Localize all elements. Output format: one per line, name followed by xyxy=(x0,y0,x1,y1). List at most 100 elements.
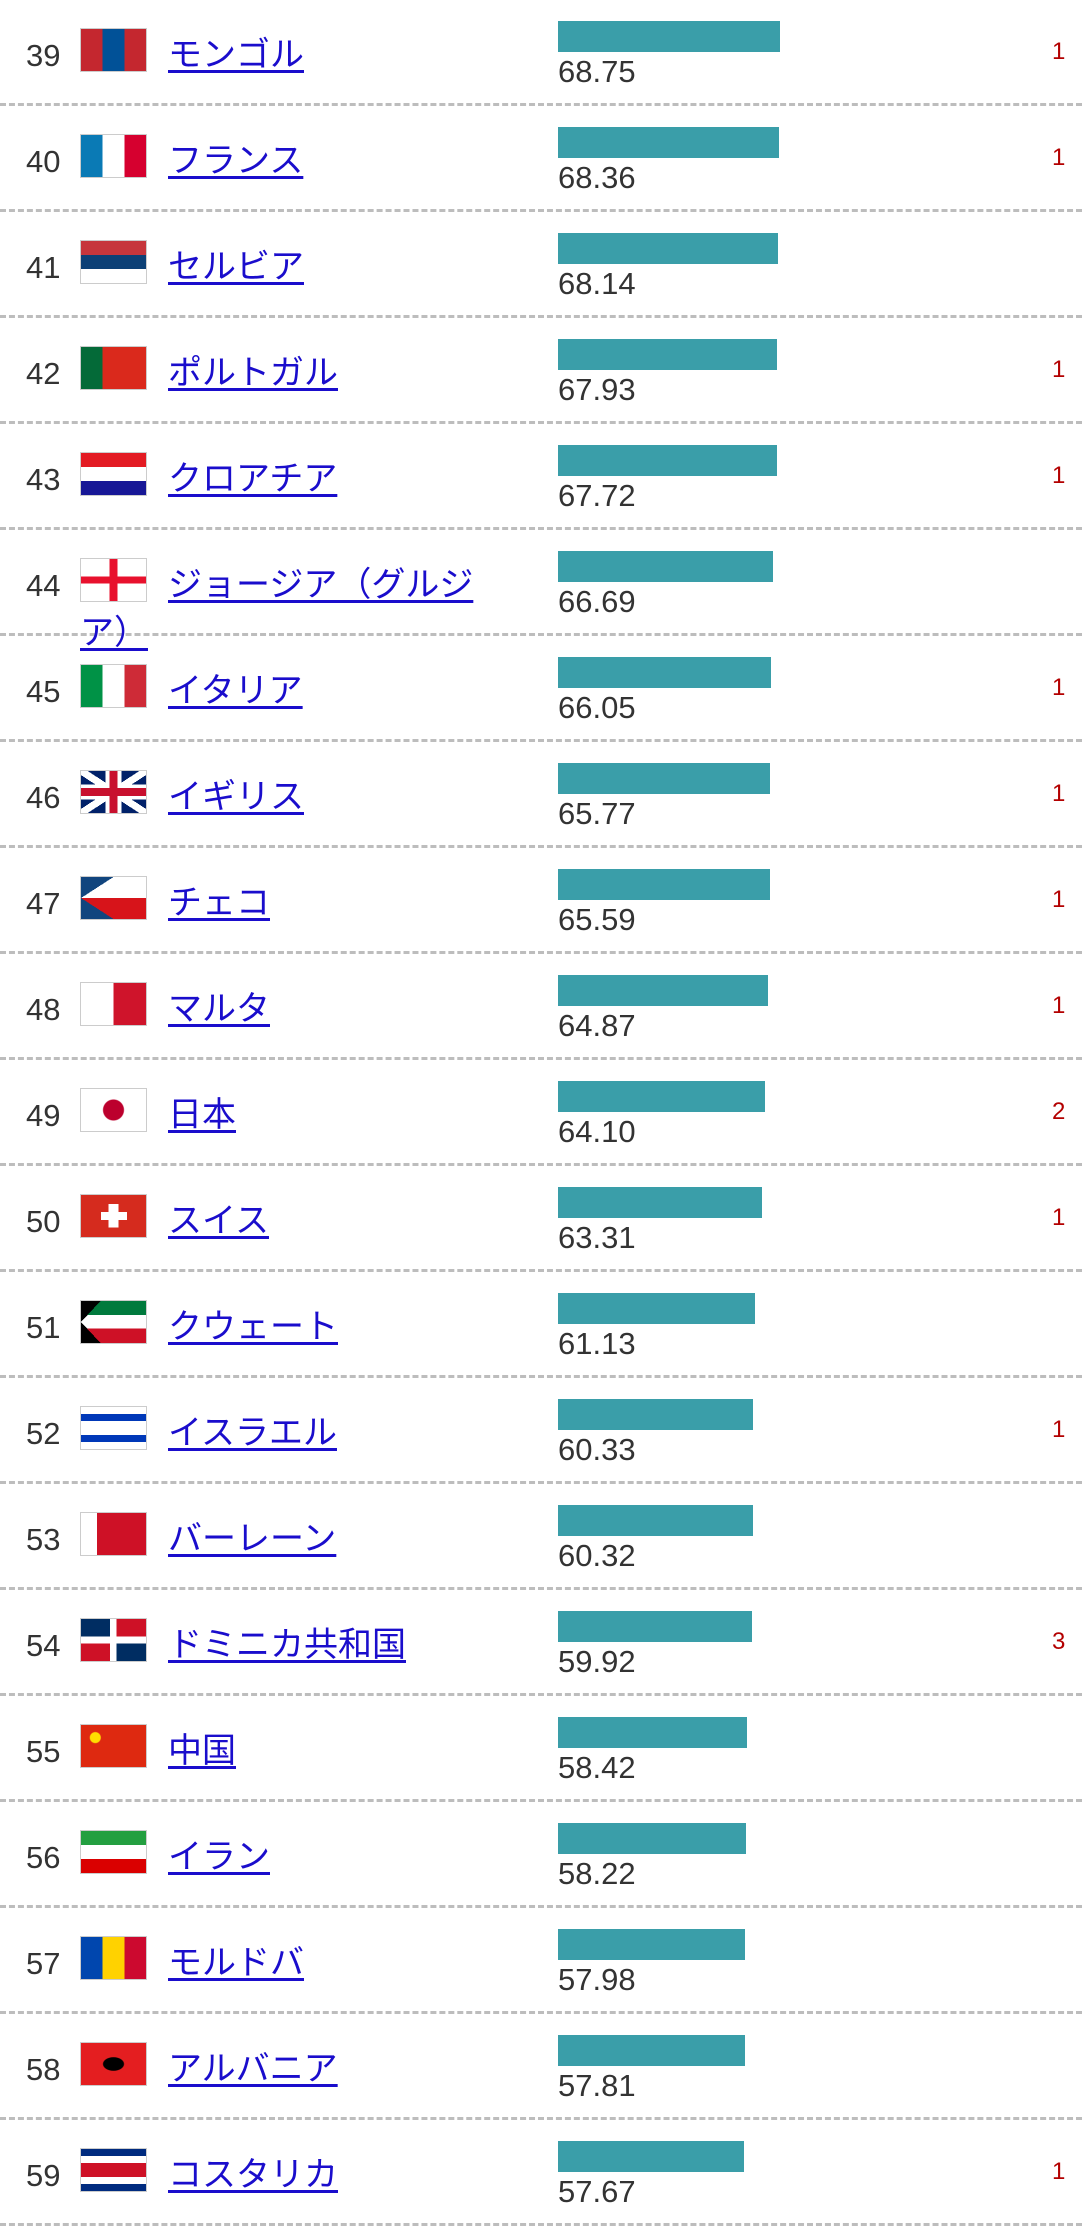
flag-icon xyxy=(80,240,147,284)
score-value: 68.36 xyxy=(558,160,636,195)
score-value: 68.75 xyxy=(558,54,636,89)
country-link[interactable]: イラン xyxy=(168,1838,270,1876)
change-count: 1 xyxy=(1052,1204,1066,1231)
flag-icon xyxy=(80,134,147,178)
country-link[interactable]: アルバニア xyxy=(168,2050,338,2088)
rank: 43 xyxy=(26,462,61,497)
score-bar xyxy=(558,1187,763,1218)
rank: 46 xyxy=(26,780,61,815)
table-row: 47 チェコ 65.59 1 xyxy=(0,848,1082,954)
country-cell: ドミニカ共和国 xyxy=(80,1618,520,1669)
score-value: 65.59 xyxy=(558,902,636,937)
score-bar xyxy=(558,551,774,582)
country-link[interactable]: モルドバ xyxy=(168,1944,304,1982)
country-link[interactable]: コスタリカ xyxy=(168,2156,338,2194)
change-count: 1 xyxy=(1052,356,1066,383)
flag-icon xyxy=(80,28,147,72)
flag-icon xyxy=(80,1618,147,1662)
score-value: 60.33 xyxy=(558,1432,636,1467)
rank: 57 xyxy=(26,1946,61,1981)
score-bar xyxy=(558,445,777,476)
country-cell: フランス xyxy=(80,134,520,185)
flag-icon xyxy=(80,346,147,390)
table-row: 46 イギリス 65.77 1 xyxy=(0,742,1082,848)
change-count: 1 xyxy=(1052,462,1066,489)
score-value: 59.92 xyxy=(558,1644,636,1679)
score-value: 57.67 xyxy=(558,2174,636,2209)
country-cell: コスタリカ xyxy=(80,2148,520,2199)
table-row: 41 セルビア 68.14 xyxy=(0,212,1082,318)
table-row: 40 フランス 68.36 1 xyxy=(0,106,1082,212)
flag-icon xyxy=(80,1194,147,1238)
change-count: 1 xyxy=(1052,144,1066,171)
flag-icon xyxy=(80,2148,147,2192)
table-row: 56 イラン 58.22 xyxy=(0,1802,1082,1908)
rank: 47 xyxy=(26,886,61,921)
country-cell: ポルトガル xyxy=(80,346,520,397)
change-count: 3 xyxy=(1052,1628,1066,1655)
country-cell: ジョージア（グルジア） xyxy=(80,558,520,657)
flag-icon xyxy=(80,1724,147,1768)
score-bar xyxy=(558,127,779,158)
score-value: 63.31 xyxy=(558,1220,636,1255)
flag-icon xyxy=(80,1512,147,1556)
rank: 42 xyxy=(26,356,61,391)
country-link[interactable]: マルタ xyxy=(168,990,270,1028)
score-bar xyxy=(558,1293,756,1324)
flag-icon xyxy=(80,1406,147,1450)
change-count: 1 xyxy=(1052,38,1066,65)
flag-icon xyxy=(80,1300,147,1344)
rank: 52 xyxy=(26,1416,61,1451)
country-link[interactable]: ポルトガル xyxy=(168,354,338,392)
score-bar xyxy=(558,1611,752,1642)
country-link[interactable]: ジョージア（グルジア） xyxy=(80,566,474,652)
change-count: 1 xyxy=(1052,886,1066,913)
table-row: 55 中国 58.42 xyxy=(0,1696,1082,1802)
table-row: 43 クロアチア 67.72 1 xyxy=(0,424,1082,530)
score-bar xyxy=(558,1081,766,1112)
rank: 48 xyxy=(26,992,61,1027)
score-bar xyxy=(558,763,771,794)
flag-icon xyxy=(80,1830,147,1874)
country-cell: 日本 xyxy=(80,1088,520,1139)
country-link[interactable]: スイス xyxy=(168,1202,269,1240)
country-link[interactable]: チェコ xyxy=(168,884,270,922)
country-cell: モルドバ xyxy=(80,1936,520,1987)
country-link[interactable]: モンゴル xyxy=(168,36,304,74)
score-bar xyxy=(558,233,779,264)
country-link[interactable]: フランス xyxy=(168,142,304,180)
country-link[interactable]: バーレーン xyxy=(168,1520,337,1558)
country-cell: クロアチア xyxy=(80,452,520,503)
country-link[interactable]: イギリス xyxy=(168,778,304,816)
flag-icon xyxy=(80,982,147,1026)
score-value: 60.32 xyxy=(558,1538,636,1573)
flag-icon xyxy=(80,770,147,814)
country-link[interactable]: 日本 xyxy=(168,1096,236,1134)
country-link[interactable]: 中国 xyxy=(168,1732,236,1770)
country-link[interactable]: イスラエル xyxy=(168,1414,337,1452)
score-value: 66.69 xyxy=(558,584,636,619)
rank: 59 xyxy=(26,2158,61,2193)
country-link[interactable]: セルビア xyxy=(168,248,304,286)
table-row: 48 マルタ 64.87 1 xyxy=(0,954,1082,1060)
change-count: 1 xyxy=(1052,780,1066,807)
country-link[interactable]: クロアチア xyxy=(168,460,338,498)
table-row: 39 モンゴル 68.75 1 xyxy=(0,0,1082,106)
score-value: 67.93 xyxy=(558,372,636,407)
flag-icon xyxy=(80,452,147,496)
change-count: 1 xyxy=(1052,2158,1066,2185)
score-value: 57.98 xyxy=(558,1962,636,1997)
score-value: 66.05 xyxy=(558,690,636,725)
score-bar xyxy=(558,1717,747,1748)
flag-icon xyxy=(80,1936,147,1980)
score-bar xyxy=(558,975,768,1006)
rank: 50 xyxy=(26,1204,61,1239)
score-value: 64.10 xyxy=(558,1114,636,1149)
country-link[interactable]: ドミニカ共和国 xyxy=(168,1626,406,1664)
country-link[interactable]: イタリア xyxy=(168,672,303,710)
rank: 49 xyxy=(26,1098,61,1133)
table-row: 50 スイス 63.31 1 xyxy=(0,1166,1082,1272)
country-link[interactable]: クウェート xyxy=(168,1308,338,1346)
rank: 55 xyxy=(26,1734,61,1769)
table-row: 58 アルバニア 57.81 xyxy=(0,2014,1082,2120)
